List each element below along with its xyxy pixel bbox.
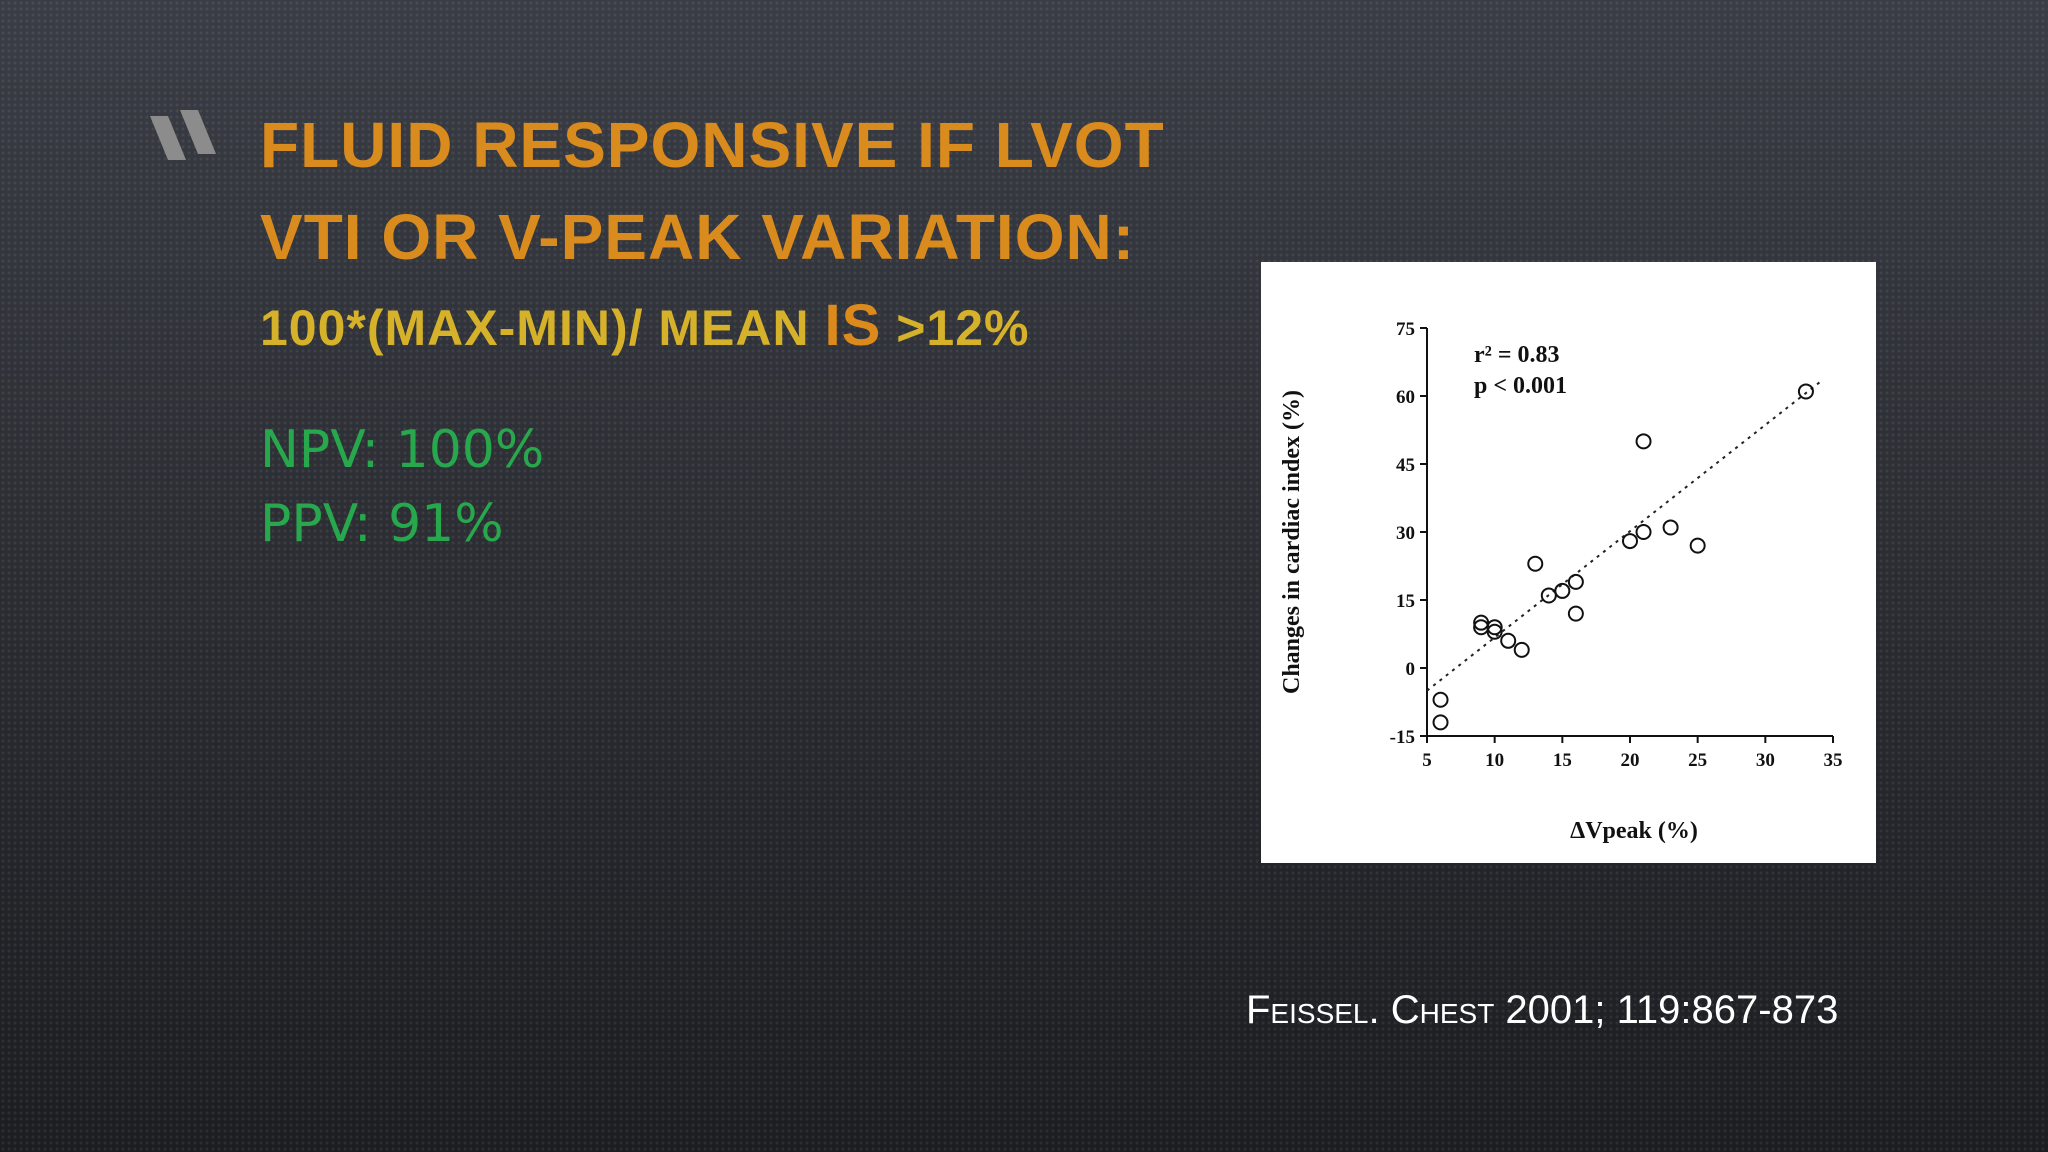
y-tick-label: 75 <box>1396 319 1415 340</box>
y-axis-label: Changes in cardiac index (%) <box>1279 390 1305 694</box>
data-point <box>1797 383 1814 400</box>
data-point <box>1635 524 1652 540</box>
x-tick-label: 10 <box>1485 750 1504 771</box>
scatter-chart: 5 10 15 20 25 30 35 -15 0 15 30 45 60 75 r² = 0.83 p … <box>1279 319 1843 844</box>
citation-ref: 2001; 119:867-873 <box>1505 988 1839 1032</box>
data-point <box>1432 714 1449 731</box>
ppv-stat: PPV: 91% <box>260 494 504 554</box>
x-axis-label: ΔVpeak (%) <box>1570 818 1698 844</box>
data-point <box>1567 605 1584 622</box>
data-point <box>1500 632 1517 649</box>
data-point <box>1689 537 1706 554</box>
data-point <box>1432 691 1449 708</box>
formula-is: is <box>824 293 882 358</box>
y-tick-label: -15 <box>1390 727 1415 748</box>
x-tick-label: 30 <box>1756 750 1775 771</box>
y-tick-label: 0 <box>1406 659 1416 680</box>
y-tick-label: 45 <box>1396 455 1415 476</box>
r-squared-annotation: r² = 0.83 <box>1474 342 1560 368</box>
data-point <box>1486 619 1503 636</box>
data-point <box>1554 582 1571 599</box>
data-point <box>1486 623 1503 640</box>
quote-mark-icon <box>150 110 216 160</box>
formula-threshold: >12% <box>896 300 1030 356</box>
x-tick-label: 5 <box>1422 750 1432 771</box>
y-tick-label: 30 <box>1396 523 1415 544</box>
x-tick-label: 25 <box>1688 750 1707 771</box>
slide-title-line-1: Fluid responsive if LVOT <box>260 109 1165 181</box>
x-tick-label: 20 <box>1621 750 1640 771</box>
data-point <box>1567 573 1584 590</box>
x-tick-label: 15 <box>1553 750 1572 771</box>
citation-journal: Chest <box>1390 988 1495 1032</box>
data-point <box>1622 533 1638 550</box>
citation-author: Feissel. <box>1246 988 1380 1032</box>
formula-line: 100*(max-min)/ mean is >12% <box>260 292 1030 359</box>
x-tick-label: 35 <box>1824 750 1843 771</box>
npv-stat: NPV: 100% <box>260 420 545 480</box>
scatter-chart-panel: 5 10 15 20 25 30 35 -15 0 15 30 45 60 75 r² = 0.83 p … <box>1261 262 1876 863</box>
p-value-annotation: p < 0.001 <box>1474 373 1567 399</box>
citation: Feissel. Chest 2001; 119:867-873 <box>1246 988 1838 1033</box>
y-tick-label: 60 <box>1396 387 1415 408</box>
formula-text: 100*(max-min)/ mean <box>260 300 810 356</box>
chart-points <box>1432 383 1814 731</box>
data-point <box>1513 641 1530 658</box>
data-point <box>1527 555 1544 572</box>
chart-ticks: 5 10 15 20 25 30 35 -15 0 15 30 45 60 75 <box>1390 319 1843 771</box>
slide-title-line-2: VTI or V-peak variation: <box>260 201 1135 273</box>
data-point <box>1635 433 1652 450</box>
y-tick-label: 15 <box>1396 591 1415 612</box>
trendline <box>1426 381 1821 692</box>
data-point <box>1662 519 1679 536</box>
